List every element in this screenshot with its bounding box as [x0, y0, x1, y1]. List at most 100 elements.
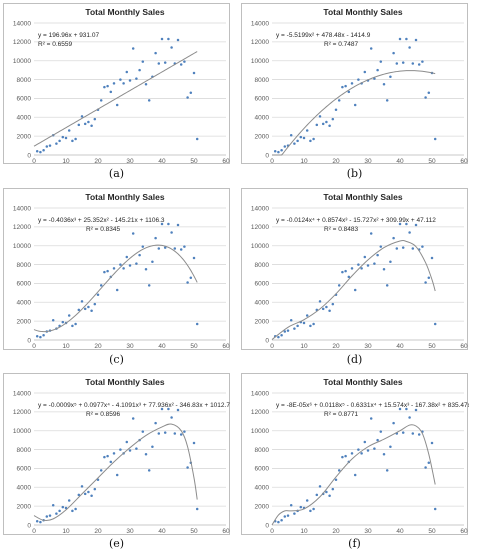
panel-label: (b): [346, 167, 363, 180]
data-point: [408, 231, 411, 234]
data-point: [119, 263, 122, 266]
x-tick-label: 10: [300, 528, 308, 535]
data-point: [135, 262, 138, 265]
data-point: [64, 506, 68, 510]
data-point: [147, 469, 151, 472]
data-point: [154, 51, 157, 55]
data-point: [144, 268, 148, 271]
r-squared: R² = 0.8345: [86, 226, 121, 233]
data-point: [315, 123, 319, 127]
chart-title: Total Monthly Sales: [323, 192, 402, 202]
data-point: [360, 267, 363, 270]
data-point: [366, 264, 370, 267]
data-point: [305, 314, 309, 317]
data-point: [61, 320, 65, 324]
x-tick-label: 0: [270, 528, 274, 535]
data-point: [411, 247, 415, 250]
data-point: [45, 515, 49, 518]
data-point: [99, 469, 103, 472]
data-point: [141, 430, 145, 433]
data-point: [283, 330, 287, 333]
x-tick-label: 30: [364, 528, 372, 535]
data-point: [385, 99, 389, 102]
y-tick-label: 0: [27, 152, 31, 159]
data-point: [106, 84, 109, 88]
data-point: [131, 417, 135, 420]
x-tick-label: 20: [94, 158, 102, 165]
y-tick-label: 0: [27, 337, 31, 344]
x-tick-label: 20: [94, 343, 102, 350]
x-tick-label: 50: [428, 158, 436, 165]
data-point: [357, 78, 360, 81]
x-tick-label: 20: [94, 528, 102, 535]
data-point: [296, 139, 299, 143]
data-point: [414, 38, 418, 42]
data-point: [192, 256, 196, 260]
data-point: [195, 137, 199, 141]
data-point: [77, 123, 81, 127]
trendline: [272, 70, 436, 156]
data-point: [128, 264, 132, 267]
data-point: [122, 82, 125, 85]
chart-svg: 0 2000 4000 6000 8000 10000 12000 14000 0 10 20 30 4…: [251, 7, 468, 165]
data-point: [382, 268, 386, 271]
data-point: [67, 314, 71, 317]
data-point: [341, 270, 344, 274]
data-point: [398, 407, 402, 411]
data-point: [405, 222, 408, 226]
data-point: [144, 453, 148, 456]
data-point: [424, 281, 427, 284]
data-point: [325, 305, 328, 309]
data-point: [337, 284, 341, 287]
x-tick-label: 10: [300, 158, 308, 165]
data-point: [170, 231, 173, 234]
data-point: [192, 71, 196, 75]
chart-svg: 0 2000 4000 6000 8000 10000 12000 14000 0 10 20 30 4…: [13, 377, 230, 535]
y-tick-label: 0: [265, 522, 269, 529]
data-point: [170, 46, 173, 49]
data-point: [154, 236, 157, 240]
y-tick-label: 0: [265, 152, 269, 159]
y-tick-label: 0: [265, 337, 269, 344]
data-point: [321, 122, 325, 126]
y-tick-label: 14000: [13, 205, 31, 212]
data-point: [115, 473, 119, 477]
data-point: [77, 308, 81, 312]
data-point: [55, 512, 58, 515]
y-tick-label: 8000: [17, 447, 32, 454]
panel-label: (c): [109, 353, 124, 366]
y-tick-label: 10000: [13, 428, 31, 435]
data-point: [334, 478, 338, 481]
data-point: [376, 253, 379, 257]
data-point: [119, 448, 122, 451]
r-squared: R² = 0.6559: [38, 41, 73, 48]
x-tick-label: 50: [428, 528, 436, 535]
data-point: [277, 335, 280, 339]
data-point: [179, 63, 183, 66]
x-tick-label: 40: [396, 528, 404, 535]
data-point: [48, 144, 52, 147]
data-point: [309, 324, 312, 328]
data-point: [337, 99, 341, 102]
data-point: [103, 85, 106, 89]
data-point: [328, 124, 331, 128]
y-tick-label: 8000: [17, 77, 32, 84]
data-point: [321, 307, 325, 311]
data-point: [357, 448, 360, 451]
data-point: [90, 494, 93, 498]
x-tick-label: 0: [32, 343, 36, 350]
y-tick-label: 4000: [17, 485, 32, 492]
data-point: [144, 83, 148, 86]
data-point: [315, 493, 319, 497]
data-point: [344, 84, 347, 88]
data-point: [61, 505, 65, 509]
data-point: [305, 499, 309, 502]
data-point: [183, 245, 186, 248]
data-point: [408, 46, 411, 49]
data-point: [42, 334, 45, 337]
data-point: [83, 122, 87, 126]
trendline-equation: y = 196.96x + 931.07: [38, 32, 99, 39]
x-tick-label: 40: [396, 343, 404, 350]
y-tick-label: 10000: [13, 243, 31, 250]
data-point: [331, 487, 335, 491]
